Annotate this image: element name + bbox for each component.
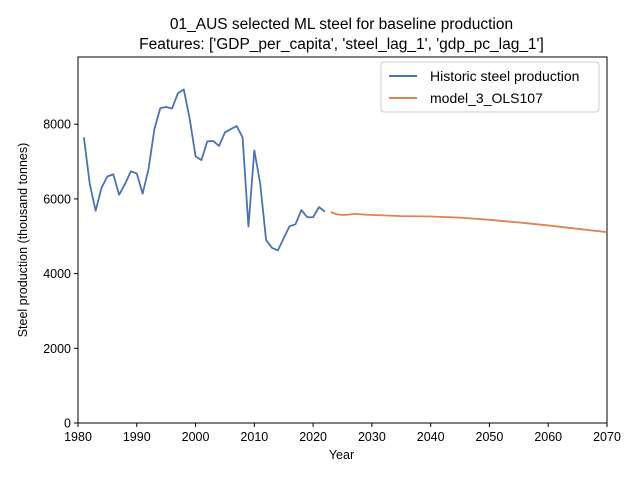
series-line-historic [82,88,326,252]
plot-frame [77,56,608,424]
chart-subtitle: Features: ['GDP_per_capita', 'steel_lag_… [139,36,544,53]
series-line-model [330,211,608,234]
legend: Historic steel production model_3_OLS107 [380,61,600,113]
legend-label-model: model_3_OLS107 [430,90,543,106]
x-tick-label: 2050 [476,430,504,444]
y-tick-label: 2000 [43,342,71,356]
y-axis-label: Steel production (thousand tonnes) [16,143,30,338]
x-tick-label: 2040 [417,430,445,444]
x-axis-label: Year [329,448,354,462]
y-tick-label: 0 [64,417,71,431]
x-tick-label: 2070 [593,430,621,444]
legend-label-historic: Historic steel production [430,68,579,84]
y-tick-label: 8000 [43,118,71,132]
chart-title: 01_AUS selected ML steel for baseline pr… [170,16,513,33]
y-axis-ticks: 0 2000 4000 6000 8000 [43,118,78,431]
legend-frame [380,61,600,113]
x-tick-label: 2060 [534,430,562,444]
x-tick-label: 2010 [240,430,268,444]
series-layer [82,88,608,252]
y-tick-label: 4000 [43,267,71,281]
x-tick-label: 2030 [358,430,386,444]
x-tick-label: 1990 [123,430,151,444]
x-tick-label: 2000 [182,430,210,444]
plot-area [77,56,608,424]
x-tick-label: 2020 [299,430,327,444]
x-axis-ticks: 1980 1990 2000 2010 2020 2030 2040 2050 2060 2070 [64,423,621,444]
y-tick-label: 6000 [43,192,71,206]
x-tick-label: 1980 [64,430,92,444]
